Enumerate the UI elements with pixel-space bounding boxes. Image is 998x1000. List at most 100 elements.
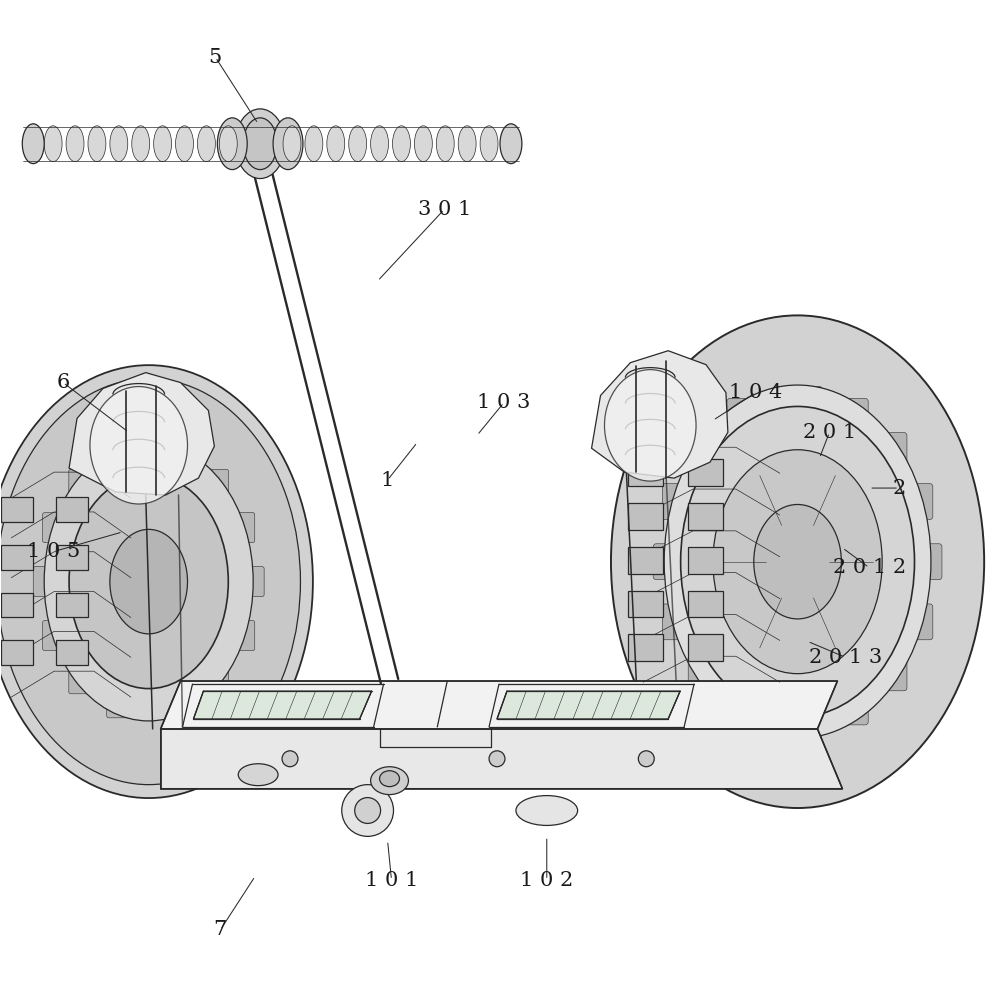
Ellipse shape	[132, 126, 150, 162]
FancyBboxPatch shape	[101, 483, 135, 509]
Ellipse shape	[305, 126, 322, 162]
Polygon shape	[592, 351, 728, 478]
Ellipse shape	[44, 126, 62, 162]
Ellipse shape	[0, 379, 300, 785]
Ellipse shape	[110, 126, 128, 162]
Text: 1 0 5: 1 0 5	[27, 542, 80, 561]
FancyBboxPatch shape	[132, 663, 166, 689]
Bar	[629, 634, 664, 661]
Ellipse shape	[370, 126, 388, 162]
FancyBboxPatch shape	[163, 483, 197, 509]
Text: 2: 2	[892, 479, 906, 498]
FancyBboxPatch shape	[202, 590, 236, 616]
FancyBboxPatch shape	[149, 445, 191, 475]
FancyBboxPatch shape	[761, 433, 799, 460]
Ellipse shape	[244, 118, 277, 170]
Bar	[56, 640, 88, 665]
Bar	[1, 593, 33, 617]
FancyBboxPatch shape	[76, 628, 110, 653]
FancyBboxPatch shape	[828, 450, 866, 478]
Ellipse shape	[66, 126, 84, 162]
FancyBboxPatch shape	[705, 483, 743, 510]
Ellipse shape	[436, 126, 454, 162]
Ellipse shape	[611, 315, 984, 808]
Ellipse shape	[414, 126, 432, 162]
Circle shape	[489, 751, 505, 767]
Bar	[688, 459, 723, 486]
FancyBboxPatch shape	[653, 544, 703, 580]
Ellipse shape	[239, 764, 278, 786]
Ellipse shape	[500, 124, 522, 164]
Ellipse shape	[69, 475, 229, 689]
Ellipse shape	[370, 767, 408, 795]
Ellipse shape	[480, 126, 498, 162]
Ellipse shape	[392, 126, 410, 162]
FancyBboxPatch shape	[796, 433, 834, 460]
Text: 1 0 3: 1 0 3	[477, 393, 531, 412]
Ellipse shape	[176, 126, 194, 162]
Ellipse shape	[273, 118, 303, 170]
Ellipse shape	[220, 126, 238, 162]
Ellipse shape	[198, 126, 216, 162]
FancyBboxPatch shape	[857, 655, 907, 691]
Bar	[688, 591, 723, 617]
FancyBboxPatch shape	[883, 604, 933, 640]
Circle shape	[282, 751, 298, 767]
FancyBboxPatch shape	[132, 474, 166, 500]
FancyBboxPatch shape	[107, 688, 149, 718]
Polygon shape	[69, 373, 215, 495]
Ellipse shape	[154, 126, 172, 162]
FancyBboxPatch shape	[866, 525, 904, 553]
FancyBboxPatch shape	[818, 399, 868, 434]
FancyBboxPatch shape	[62, 548, 96, 574]
Ellipse shape	[90, 387, 188, 504]
Ellipse shape	[88, 126, 106, 162]
FancyBboxPatch shape	[689, 655, 738, 691]
Bar	[56, 497, 88, 522]
FancyBboxPatch shape	[202, 548, 236, 574]
FancyBboxPatch shape	[730, 645, 766, 673]
FancyBboxPatch shape	[705, 613, 743, 641]
FancyBboxPatch shape	[107, 445, 149, 475]
FancyBboxPatch shape	[692, 571, 729, 599]
FancyBboxPatch shape	[101, 654, 135, 680]
Ellipse shape	[22, 124, 44, 164]
FancyBboxPatch shape	[727, 689, 776, 725]
Ellipse shape	[110, 529, 188, 634]
Bar	[688, 547, 723, 574]
Ellipse shape	[379, 771, 399, 787]
FancyBboxPatch shape	[149, 688, 191, 718]
FancyBboxPatch shape	[187, 469, 229, 499]
FancyBboxPatch shape	[853, 483, 890, 510]
Bar	[629, 547, 664, 574]
Bar	[56, 593, 88, 617]
Ellipse shape	[605, 370, 696, 481]
Bar	[56, 545, 88, 570]
Text: 1 0 4: 1 0 4	[730, 383, 782, 402]
FancyBboxPatch shape	[76, 510, 110, 536]
Circle shape	[639, 751, 655, 767]
Bar	[1, 497, 33, 522]
Ellipse shape	[348, 126, 366, 162]
Bar	[629, 591, 664, 617]
FancyBboxPatch shape	[796, 663, 834, 691]
FancyBboxPatch shape	[772, 701, 822, 737]
Bar	[629, 459, 664, 486]
FancyBboxPatch shape	[213, 513, 254, 543]
Ellipse shape	[283, 126, 301, 162]
Polygon shape	[161, 681, 837, 729]
FancyBboxPatch shape	[692, 525, 729, 553]
Bar	[1, 640, 33, 665]
FancyBboxPatch shape	[33, 567, 75, 597]
Ellipse shape	[458, 126, 476, 162]
Text: 1 0 1: 1 0 1	[365, 871, 418, 890]
FancyBboxPatch shape	[828, 645, 866, 673]
FancyBboxPatch shape	[857, 433, 907, 468]
FancyBboxPatch shape	[727, 399, 776, 434]
FancyBboxPatch shape	[43, 621, 85, 651]
Text: 1 0 2: 1 0 2	[520, 871, 574, 890]
Ellipse shape	[0, 365, 313, 798]
FancyBboxPatch shape	[883, 484, 933, 519]
FancyBboxPatch shape	[163, 654, 197, 680]
FancyBboxPatch shape	[689, 433, 738, 468]
